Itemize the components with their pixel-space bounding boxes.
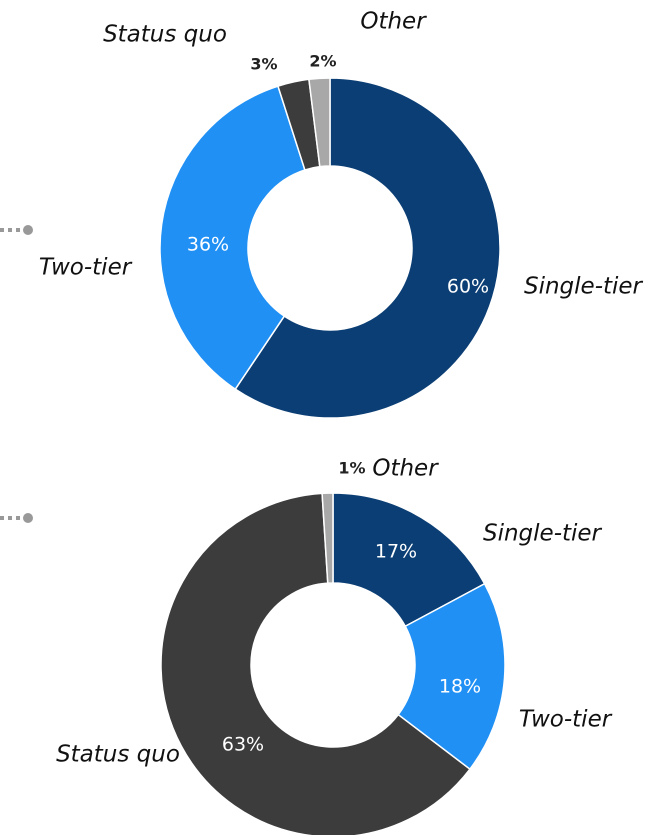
donut-slice: [321, 492, 334, 584]
value-label: 3%: [250, 55, 277, 74]
donut-slice: [308, 77, 331, 168]
donut-slice: [160, 492, 471, 835]
category-label: Status quo: [56, 742, 180, 768]
category-label: Two-tier: [39, 255, 133, 281]
value-label: 2%: [309, 52, 336, 71]
donut-slice: [234, 77, 501, 419]
value-label: 1%: [338, 459, 365, 478]
category-label: Single-tier: [483, 521, 603, 547]
category-label: Single-tier: [524, 274, 644, 300]
donut-slice: [397, 582, 506, 771]
category-label: Two-tier: [519, 707, 613, 733]
category-label: Other: [372, 456, 439, 482]
value-label: 18%: [439, 676, 481, 698]
category-label: Status quo: [103, 22, 227, 48]
value-label: 36%: [187, 234, 229, 256]
value-label: 60%: [447, 276, 489, 298]
category-label: Other: [360, 9, 427, 35]
donut-slice: [159, 85, 306, 391]
value-label: 63%: [222, 734, 264, 756]
value-label: 17%: [375, 541, 417, 563]
donut-slice: [332, 492, 486, 628]
connector: [0, 225, 33, 523]
